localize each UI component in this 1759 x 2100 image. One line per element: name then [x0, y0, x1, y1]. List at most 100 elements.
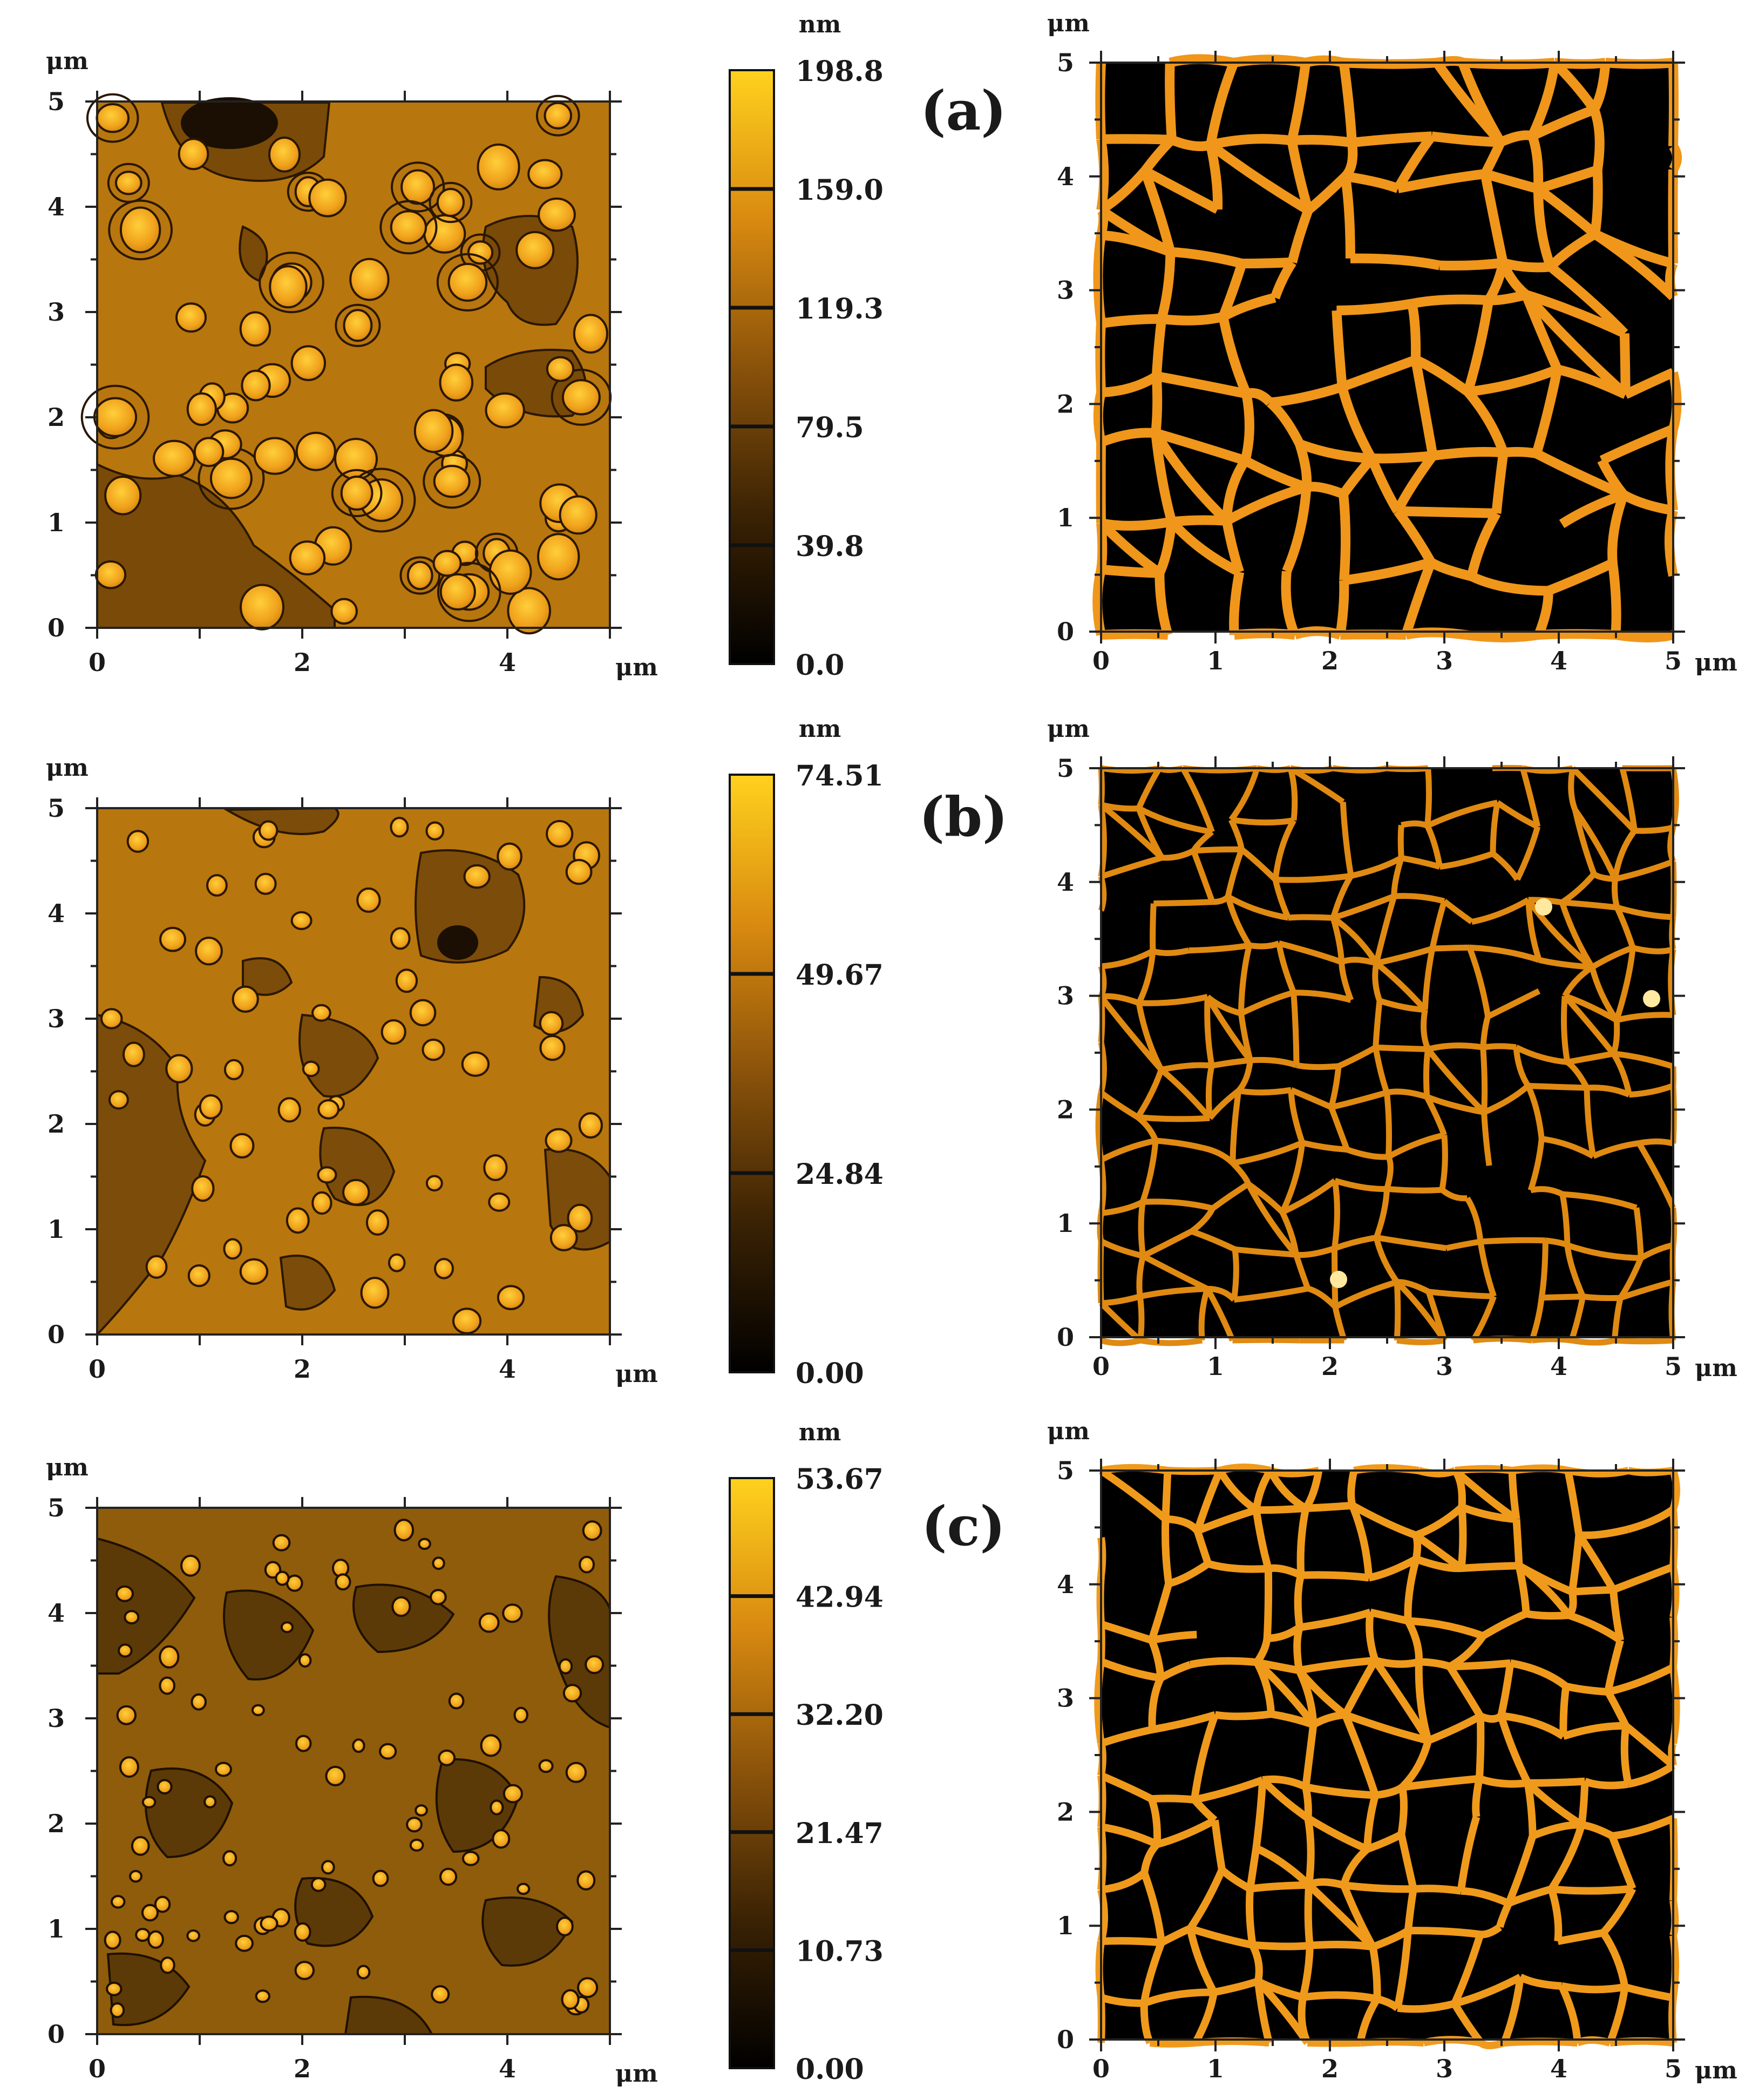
- surface-grain: [311, 1004, 331, 1022]
- phase-map-c-background: [1101, 1471, 1673, 2040]
- crack-segment: [1669, 143, 1682, 172]
- crack-segment: [1340, 1884, 1376, 1949]
- crack-segment: [1238, 1013, 1253, 1061]
- crack-segment: [1607, 493, 1628, 564]
- crack-segment: [1151, 430, 1231, 525]
- crack-segment: [1600, 1887, 1636, 1935]
- crack-segment: [1559, 1194, 1571, 1245]
- surface-grain: [124, 1610, 140, 1625]
- crack-segment: [1591, 945, 1634, 970]
- crack-segment: [1376, 1235, 1447, 1251]
- height-map-b-axes: [85, 797, 622, 1345]
- crack-segment: [1639, 1242, 1674, 1261]
- crack-segment: [1451, 1933, 1484, 2006]
- crack-segment: [1624, 1983, 1674, 2002]
- crack-segment: [1305, 1783, 1376, 1799]
- crack-segment: [1350, 855, 1403, 879]
- crack-segment: [1254, 1981, 1273, 2044]
- crack-segment: [1427, 1042, 1484, 1052]
- surface-grain: [294, 1922, 311, 1942]
- height-map-b-pit: [437, 925, 478, 960]
- crack-segment: [1615, 1012, 1674, 1024]
- crack-segment: [1378, 998, 1425, 1013]
- surface-grain: [452, 1308, 482, 1334]
- crack-segment: [1099, 1137, 1157, 1163]
- crack-segment: [1609, 2037, 1674, 2047]
- crack-segment: [1148, 1582, 1173, 1642]
- crack-segment: [1670, 768, 1679, 828]
- surface-grain: [365, 1209, 390, 1236]
- crack-segment: [1330, 874, 1354, 919]
- crack-segment: [1272, 879, 1291, 919]
- crack-segment: [1276, 943, 1296, 994]
- crack-segment: [1136, 807, 1165, 859]
- surface-grain: [215, 1762, 232, 1777]
- crack-segment: [1340, 1846, 1370, 1887]
- surface-grain: [436, 188, 465, 217]
- crack-segment: [1404, 1558, 1420, 1621]
- crack-segment: [1469, 944, 1540, 963]
- phase-map-c-x-tick-label: 1: [1207, 2054, 1224, 2083]
- surface-grain: [439, 573, 476, 611]
- phase-map-c-x-unit: μm: [1695, 2057, 1737, 2084]
- crack-segment: [1231, 1249, 1239, 1300]
- colorbar-b-gradient: [729, 774, 775, 1373]
- crack-segment: [1275, 873, 1351, 883]
- crack-segment: [1373, 1000, 1383, 1048]
- surface-grain: [430, 1589, 447, 1606]
- crack-segment: [1453, 1974, 1523, 2008]
- crack-segment: [1538, 1240, 1549, 1298]
- crack-segment: [1467, 364, 1559, 397]
- crack-segment: [1193, 1469, 1224, 1532]
- surface-grain: [116, 1705, 137, 1725]
- crack-segment: [1135, 1068, 1164, 1119]
- surface-grain: [275, 1570, 290, 1586]
- phase-map-b: [1089, 756, 1685, 1349]
- surface-grain: [289, 540, 326, 575]
- crack-segment: [1541, 1293, 1583, 1301]
- crack-segment: [1100, 314, 1162, 329]
- crack-segment: [1157, 252, 1176, 321]
- surface-grain: [93, 397, 138, 437]
- crack-segment: [1241, 257, 1293, 269]
- colorbar-c-tick-label: 10.73: [796, 1935, 884, 1968]
- crack-segment: [1252, 1941, 1310, 1950]
- crack-segment: [1205, 1065, 1215, 1119]
- crack-segment: [1439, 1135, 1448, 1190]
- panel-b-tag: (b): [919, 785, 1008, 849]
- bright-junction: [1535, 898, 1552, 916]
- crack-segment: [1155, 521, 1177, 575]
- crack-segment: [1334, 1279, 1398, 1310]
- height-map-b-y-tick-label: 0: [47, 1320, 65, 1349]
- crack-segment: [1612, 878, 1620, 909]
- crack-segment: [1561, 899, 1618, 911]
- height-map-a-x-tick-label: 2: [294, 648, 311, 677]
- colorbar-a-tick-label: 198.8: [796, 55, 884, 88]
- crack-segment: [1230, 1090, 1242, 1163]
- crack-segment: [1633, 1207, 1644, 1258]
- crack-segment: [1288, 914, 1334, 921]
- crack-segment: [1461, 1887, 1511, 1907]
- crack-segment: [1566, 1242, 1641, 1261]
- crack-segment: [1445, 1238, 1481, 1251]
- phase-map-c-y-tick-label: 0: [1057, 2025, 1074, 2054]
- crack-segment: [1504, 2037, 1578, 2047]
- height-map-b-x-tick-label: 4: [499, 1354, 516, 1384]
- crack-segment: [1272, 818, 1296, 880]
- crack-segment: [1100, 855, 1163, 880]
- surface-grain: [352, 1738, 365, 1753]
- phase-map-c: [1089, 1459, 1685, 2051]
- crack-segment: [1449, 1659, 1511, 1671]
- surface-grain: [433, 465, 471, 498]
- crack-segment: [1608, 1834, 1636, 1891]
- surface-grain: [461, 1051, 490, 1077]
- height-map-c: [96, 1508, 611, 2035]
- surface-grain: [254, 872, 277, 895]
- crack-segment: [1154, 573, 1173, 636]
- crack-segment: [1524, 290, 1627, 338]
- bright-junction: [1330, 1271, 1347, 1288]
- height-map-c-y-tick-label: 2: [47, 1809, 65, 1838]
- surface-grain: [258, 820, 279, 841]
- surface-grain: [110, 2002, 125, 2018]
- crack-segment: [1233, 55, 1307, 67]
